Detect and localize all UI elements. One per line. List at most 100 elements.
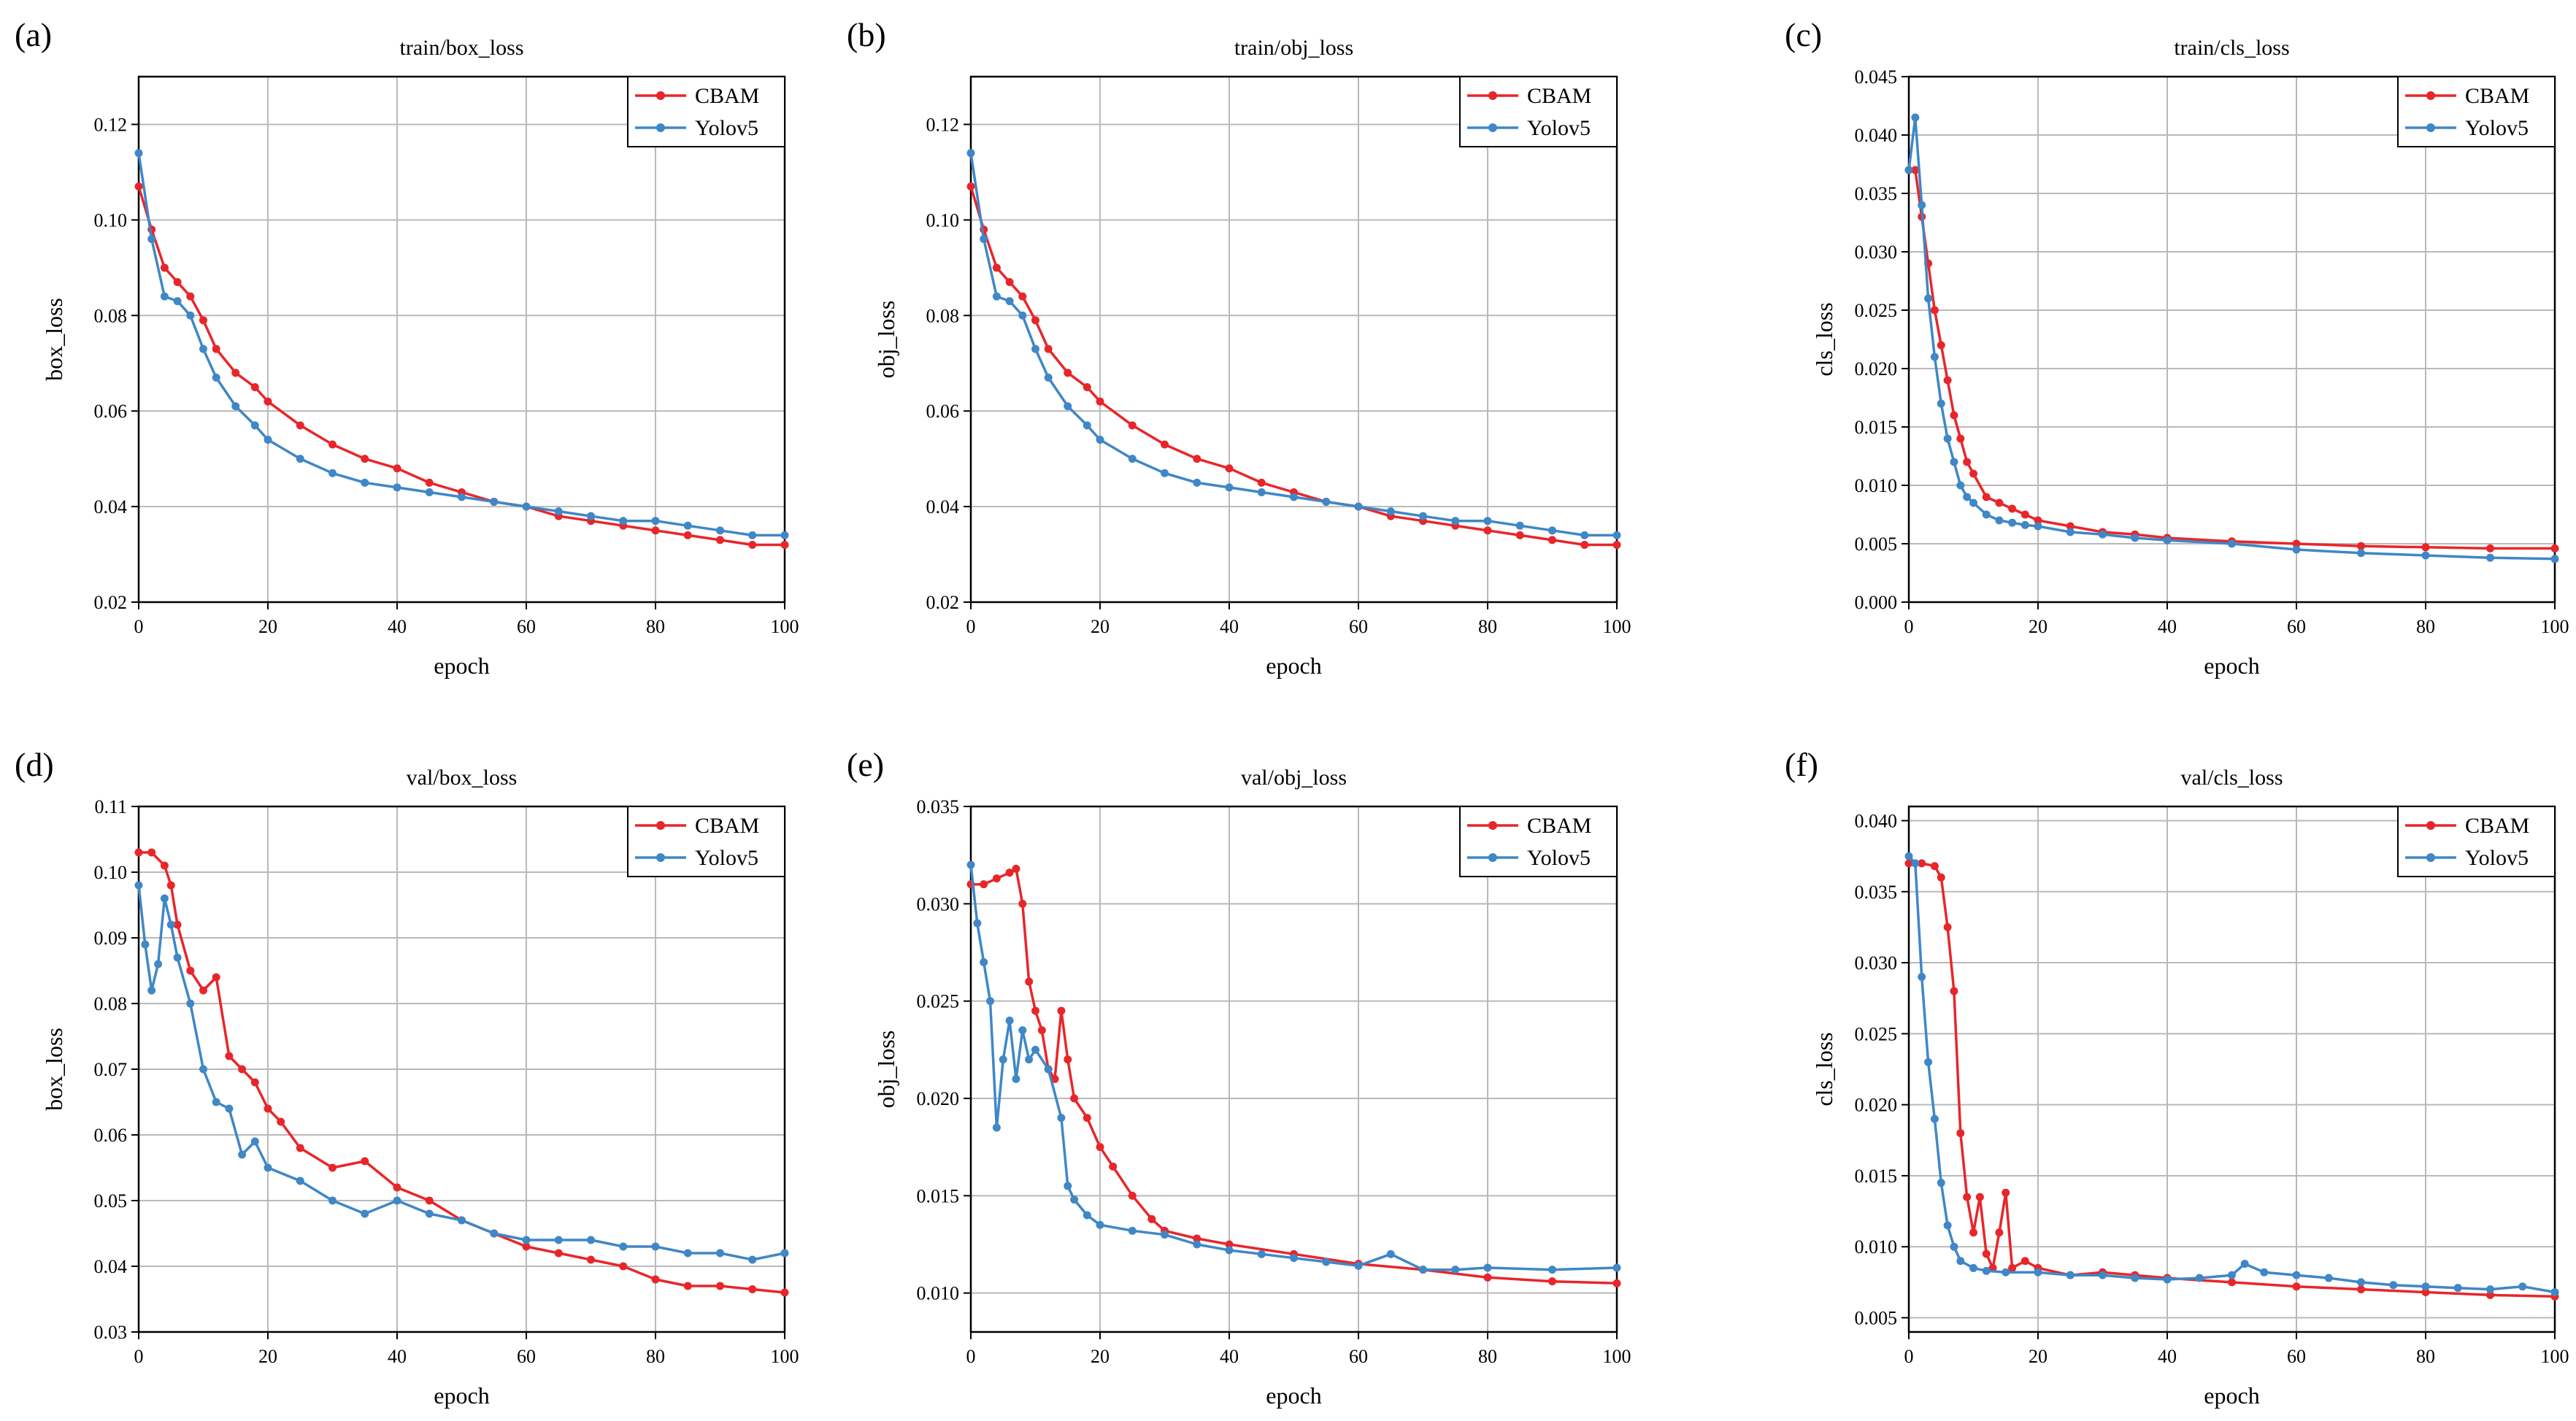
y-tick-label: 0.08 xyxy=(94,993,128,1014)
data-point xyxy=(212,973,220,982)
data-point xyxy=(2131,534,2139,542)
data-point xyxy=(1930,1114,1939,1123)
data-point xyxy=(2240,1260,2249,1268)
data-point xyxy=(716,1249,724,1258)
x-tick-label: 0 xyxy=(1904,1346,1914,1367)
data-point xyxy=(147,986,156,995)
data-point xyxy=(651,1275,660,1284)
y-tick-label: 0.010 xyxy=(1855,1236,1898,1258)
data-point xyxy=(1950,458,1958,466)
data-point xyxy=(2292,1271,2301,1279)
y-tick-label: 0.02 xyxy=(926,592,960,613)
data-point xyxy=(1161,440,1169,449)
data-point xyxy=(328,440,337,449)
x-tick-label: 100 xyxy=(1603,1346,1631,1367)
data-point xyxy=(2421,551,2430,560)
data-point xyxy=(992,263,1001,272)
data-point xyxy=(186,999,195,1008)
data-point xyxy=(1064,402,1072,411)
data-point xyxy=(2008,1263,2017,1272)
data-point xyxy=(1109,1162,1118,1171)
data-point xyxy=(1161,1231,1169,1239)
data-point xyxy=(250,382,259,391)
data-point xyxy=(1548,1277,1556,1286)
chart-title: train/cls_loss xyxy=(2174,36,2289,60)
x-tick-label: 60 xyxy=(517,1346,536,1367)
data-point xyxy=(1943,434,1952,443)
data-point xyxy=(1612,531,1621,539)
data-point xyxy=(2021,510,2029,519)
data-point xyxy=(212,373,220,382)
data-point xyxy=(1044,373,1053,382)
y-tick-label: 0.10 xyxy=(926,209,960,231)
data-point xyxy=(1943,376,1952,385)
legend-label: CBAM xyxy=(695,814,759,838)
data-point xyxy=(186,966,195,975)
data-point xyxy=(1070,1195,1079,1204)
data-point xyxy=(2421,1288,2430,1297)
data-point xyxy=(231,369,240,377)
data-point xyxy=(992,874,1001,883)
legend: CBAM Yolov5 xyxy=(627,806,785,877)
data-point xyxy=(264,1163,272,1172)
data-point xyxy=(277,1117,285,1126)
data-point xyxy=(147,235,156,244)
data-point xyxy=(651,526,660,535)
data-point xyxy=(296,455,304,463)
data-point xyxy=(1904,166,1913,174)
chart-title: train/box_loss xyxy=(400,36,524,60)
data-point xyxy=(361,478,369,487)
chart-panel: 0 20 40 60 80 100 0.02 0.04 0.06 0.08 0.10 0.12 (b) t… xyxy=(847,16,1631,679)
data-point xyxy=(1950,987,1958,996)
y-tick-label: 0.000 xyxy=(1855,592,1898,613)
data-point xyxy=(1969,498,1977,507)
data-point xyxy=(1982,510,1991,519)
data-point xyxy=(166,920,175,929)
legend: CBAM Yolov5 xyxy=(2397,76,2556,147)
data-point xyxy=(651,517,660,525)
data-point xyxy=(225,1104,234,1113)
data-point xyxy=(264,397,272,406)
series-line xyxy=(969,185,1617,547)
data-point xyxy=(1950,411,1958,420)
data-point xyxy=(1354,502,1363,511)
data-point xyxy=(264,1104,272,1113)
data-point xyxy=(2486,1290,2494,1299)
data-point xyxy=(966,149,975,158)
data-point xyxy=(683,1282,692,1290)
data-point xyxy=(425,478,434,487)
data-point xyxy=(2357,542,2365,550)
x-tick-label: 80 xyxy=(1478,1346,1497,1367)
y-tick-label: 0.02 xyxy=(94,592,128,613)
data-point xyxy=(716,1282,724,1290)
data-point xyxy=(212,1098,220,1106)
x-tick-label: 100 xyxy=(2541,1346,2569,1367)
data-point xyxy=(1995,516,2004,525)
data-point xyxy=(2021,1257,2029,1266)
y-tick-label: 0.12 xyxy=(94,114,128,135)
data-point xyxy=(160,861,169,870)
x-axis-label: epoch xyxy=(2204,1382,2259,1409)
chart-panel: 0 20 40 60 80 100 0.010 0.015 0.020 0.025 0.030 0.0… xyxy=(847,746,1631,1409)
x-tick-label: 20 xyxy=(2029,1346,2048,1367)
data-point xyxy=(296,421,304,430)
data-point xyxy=(1924,294,1933,303)
data-point xyxy=(1963,458,1972,466)
data-point xyxy=(328,1163,337,1172)
data-point xyxy=(1918,201,1926,209)
data-point xyxy=(780,540,789,549)
data-point xyxy=(2550,1288,2559,1297)
x-axis-label: epoch xyxy=(1266,1382,1321,1409)
data-point xyxy=(393,1196,401,1205)
series-yolov5 xyxy=(966,860,1621,1274)
data-point xyxy=(1911,859,1920,868)
chart-panel: 0 20 40 60 80 100 0.000 0.005 0.010 0.015 0.020 0.0… xyxy=(1785,16,2569,679)
data-point xyxy=(1943,1221,1952,1230)
data-point xyxy=(1005,277,1014,286)
data-point xyxy=(1419,512,1427,520)
y-tick-label: 0.10 xyxy=(94,862,128,883)
y-tick-label: 0.12 xyxy=(926,114,960,135)
data-point xyxy=(748,531,757,539)
data-point xyxy=(1548,536,1556,544)
series-yolov5 xyxy=(134,149,789,539)
